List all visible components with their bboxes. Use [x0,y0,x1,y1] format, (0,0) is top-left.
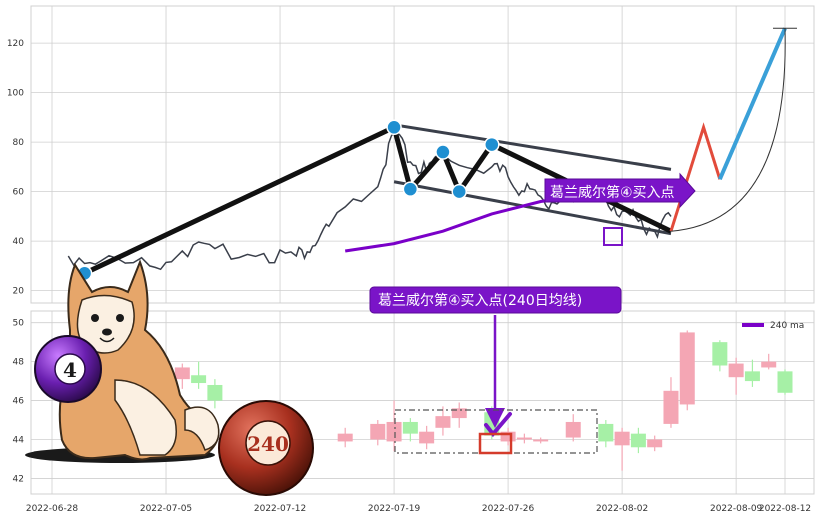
candle-body [500,431,516,442]
candle-body [419,431,435,444]
candle-body [598,423,614,442]
top-panel [30,5,815,304]
top-y-tick-label: 20 [13,287,25,297]
candle-body [191,375,207,384]
candle-body [402,421,418,434]
candle-body [565,421,581,438]
touch-point [451,183,467,200]
x-tick-label: 2022-06-28 [26,504,79,514]
candle-body [712,342,728,366]
candle-body [614,431,630,446]
candle-body [451,408,467,419]
candle-body [533,439,549,442]
bottom-callout-text: 葛兰威尔第④买入点(240日均线) [378,292,582,309]
x-tick-label: 2022-07-19 [368,504,421,514]
candle-body [679,332,695,405]
bottom-callout: 葛兰威尔第④买入点(240日均线) [369,286,622,455]
bottom-callout-box [369,286,622,314]
price-line [67,131,672,271]
purple-billiard-ball-4-icon: 4 [34,335,102,403]
bottom-y-tick-label: 48 [13,358,25,368]
top-y-tick-label: 60 [13,188,25,198]
top-callout-arrow-box [544,172,696,209]
shiba-inu-dog-icon [25,259,220,463]
bottom-y-axis: 42 44 46 48 50 [13,319,25,485]
bottom-y-tick-label: 50 [13,319,25,329]
x-tick-label: 2022-07-12 [254,504,306,514]
legend-label: 240 ma [770,321,804,331]
x-tick-label: 2022-08-02 [596,504,648,514]
candle-body [174,367,190,380]
candle-body [728,363,744,378]
top-y-tick-label: 120 [7,39,24,49]
candle-body [337,433,353,442]
candle-body [647,439,663,448]
touch-point [402,181,419,197]
top-plot-area [67,27,797,282]
x-tick-label: 2022-08-12 [759,504,811,514]
x-axis: 2022-06-28 2022-07-05 2022-07-12 2022-07-19… [26,504,811,514]
candle-body [370,423,386,440]
red-billiard-ball-240-icon: 240 [218,400,314,496]
candle-body [435,416,451,428]
candle-body [744,371,760,382]
ma-touch-box [478,432,513,455]
legend: 240 ma [742,321,804,331]
bottom-y-tick-label: 44 [13,435,25,445]
top-y-tick-label: 40 [13,237,25,247]
bottom-y-tick-label: 42 [13,474,24,484]
top-y-tick-label: 100 [7,89,24,99]
touch-point [484,136,500,153]
x-tick-label: 2022-07-26 [482,504,535,514]
top-callout-text: 葛兰威尔第④买入点 [550,184,675,201]
channel-lower-line [393,180,672,236]
top-y-axis: 20 40 60 80 100 120 [7,39,24,297]
x-tick-label: 2022-08-09 [710,504,763,514]
x-tick-label: 2022-07-05 [140,504,192,514]
candle-body [386,421,402,442]
candle-body [630,433,646,448]
candle-body [663,390,679,424]
projection-blue-line [718,27,787,181]
ball-240-label: 240 [247,432,289,456]
candle-body [516,437,532,440]
projection-curve [670,28,786,232]
top-y-tick-label: 80 [13,138,25,148]
touch-point [435,144,451,160]
candle-body [761,361,777,368]
buy-point-marker [603,227,623,246]
candle-body [207,384,223,401]
channel-upper-line [393,123,672,171]
bottom-y-tick-label: 46 [13,397,25,407]
ball-four-label: 4 [63,358,77,382]
top-callout: 葛兰威尔第④买入点 [544,172,696,246]
candle-body [777,371,793,393]
touch-point [386,119,402,136]
